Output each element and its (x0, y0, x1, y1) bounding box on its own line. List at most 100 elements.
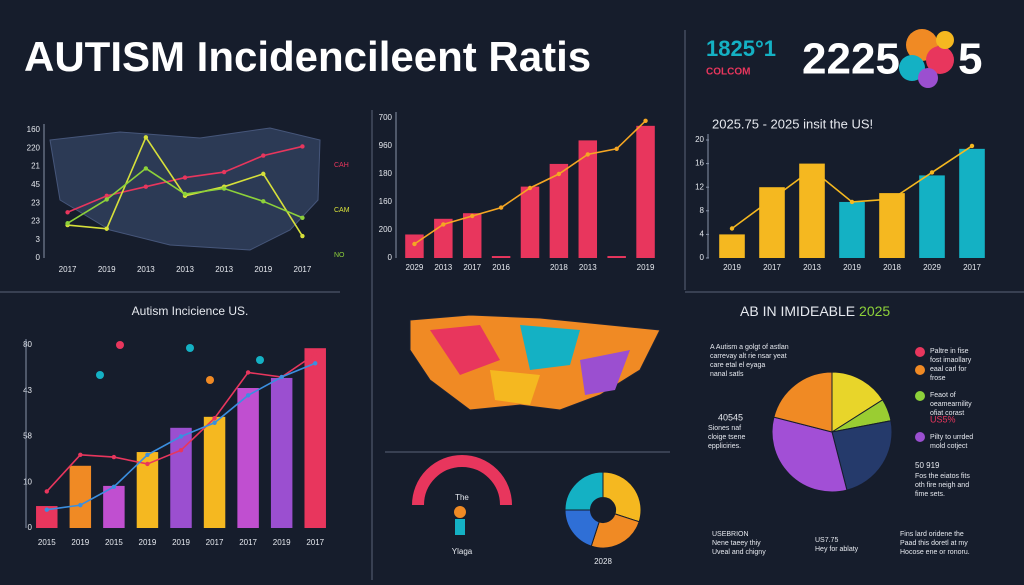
note: carrevay alt rie nsar yeat (710, 353, 787, 360)
bar (879, 193, 905, 258)
x-tick-label: 2013 (803, 263, 821, 272)
point (104, 193, 109, 199)
x-tick-label: 2019 (71, 538, 89, 547)
note: fime sets. (915, 491, 945, 498)
bar (636, 125, 655, 258)
point (556, 171, 562, 177)
point (178, 434, 184, 439)
y-label: 80 (23, 340, 32, 349)
y-label: 23 (31, 217, 40, 226)
note: Paad this doretl at my (900, 540, 968, 547)
point (143, 184, 149, 189)
figure-icon (455, 519, 465, 535)
bar (719, 234, 745, 258)
legend-label: CAH (334, 162, 349, 169)
note: Nene taeey thiy (712, 540, 761, 547)
point (300, 233, 305, 239)
point (104, 197, 109, 202)
point (245, 370, 251, 375)
x-tick-label: 2029 (923, 263, 941, 272)
point (769, 196, 775, 202)
point (221, 169, 227, 175)
point (313, 351, 318, 357)
flower (899, 29, 954, 88)
slice (602, 471, 642, 523)
decor-star (116, 341, 124, 349)
point (614, 146, 619, 151)
note: Feaot of (930, 392, 956, 399)
point (279, 374, 284, 380)
map-region (430, 325, 500, 375)
point (527, 185, 533, 191)
chart-title: AB IN IMIDEABLE 2025 (740, 303, 890, 319)
bar (491, 256, 511, 258)
point (313, 361, 318, 366)
point (178, 448, 184, 453)
note: mold cotject (930, 443, 967, 450)
y-label: 0 (388, 253, 393, 262)
point (729, 226, 735, 231)
bar (434, 218, 453, 258)
y-label: 160 (27, 125, 41, 134)
point (143, 166, 149, 171)
point (441, 222, 446, 227)
note: Fos the eiatos fits (915, 473, 970, 480)
slice (773, 371, 833, 433)
note: eppliciries. (708, 443, 741, 450)
legend-label: NO (334, 252, 345, 259)
point (44, 489, 49, 494)
bar (959, 148, 985, 258)
point (111, 484, 117, 490)
x-tick-label: 2013 (579, 263, 597, 272)
note: ofiat corast (930, 410, 964, 417)
note: oeamearnility (930, 401, 972, 408)
x-tick-label: 2017 (763, 263, 781, 272)
y-label: 200 (379, 225, 393, 234)
y-label: 23 (31, 198, 40, 207)
bar (237, 388, 259, 528)
note: Fins lard oridene the (900, 531, 964, 538)
y-label: 10 (23, 477, 32, 486)
x-tick-label: 2019 (637, 263, 655, 272)
point (969, 143, 975, 149)
title-highlight: 2025 (859, 303, 890, 319)
y-tick-label: 0 (700, 253, 705, 262)
code-sub: COLCOM (706, 67, 750, 78)
map-background (49, 127, 321, 251)
year-end: 5 (958, 35, 982, 84)
bar (69, 465, 92, 528)
point (498, 205, 504, 210)
legend-dot (915, 432, 925, 442)
y-label: 700 (379, 113, 393, 122)
point (300, 144, 305, 149)
point (889, 196, 895, 202)
point (212, 420, 217, 425)
note: A Autism a golgt of astlan (710, 344, 789, 351)
note: care etal el eyaga (710, 362, 765, 369)
bar (839, 201, 865, 258)
y-tick-label: 8 (700, 206, 705, 215)
point (104, 226, 109, 231)
slice (831, 420, 893, 491)
x-tick-label: 2019 (139, 538, 157, 547)
point (300, 215, 305, 220)
note: Paltre in fise (930, 348, 969, 355)
bar (203, 416, 226, 528)
point (182, 191, 188, 197)
y-label: 180 (379, 169, 393, 178)
point (78, 452, 83, 457)
x-tick-label: 2029 (406, 263, 424, 272)
bar (103, 485, 125, 528)
point (245, 393, 251, 398)
y-label: 43 (23, 386, 32, 395)
bar (520, 186, 540, 258)
map-region (580, 350, 630, 395)
x-tick-label: 2017 (59, 265, 77, 274)
point (470, 213, 475, 219)
decor-star (206, 376, 214, 384)
y-tick-label: 12 (695, 182, 704, 191)
point (261, 199, 266, 204)
x-tick-label: 2013 (176, 265, 194, 274)
title-text: AB IN IMIDEABLE (740, 303, 855, 319)
